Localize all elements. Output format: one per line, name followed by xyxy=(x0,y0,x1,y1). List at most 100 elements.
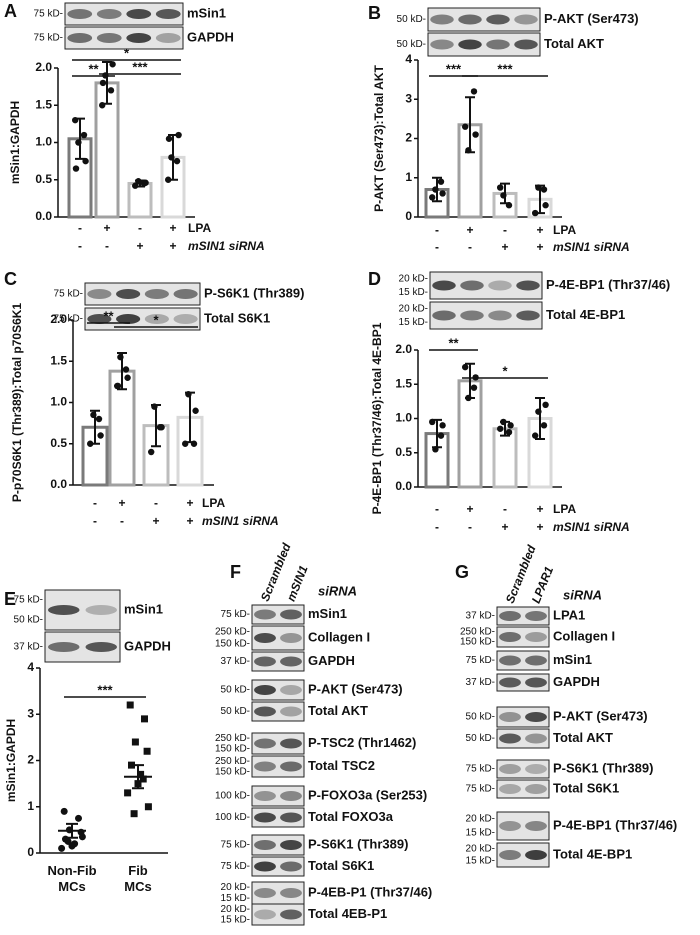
marker-label: 50 kD- xyxy=(397,39,426,50)
marker-label: 15 kD- xyxy=(399,287,428,298)
marker-label: 250 kD- xyxy=(460,627,495,638)
lane-label: mSIN1 xyxy=(284,563,311,603)
condition-level: - xyxy=(435,223,439,237)
y-tick-label: 0.5 xyxy=(395,445,412,459)
marker-label: 75 kD- xyxy=(466,655,495,666)
condition-name: LPA xyxy=(188,221,211,235)
blot-strip xyxy=(251,604,305,625)
blot-strip xyxy=(251,856,305,877)
condition-name: mSIN1 siRNA xyxy=(188,239,265,253)
blot-strip xyxy=(251,807,305,828)
blot-band xyxy=(525,733,547,744)
panel-letter: F xyxy=(230,562,241,582)
blot-band xyxy=(514,39,538,50)
data-point xyxy=(472,131,479,138)
blot-strip xyxy=(496,606,550,626)
significance-label: ** xyxy=(88,61,99,76)
condition-level: - xyxy=(120,514,124,528)
significance-label: *** xyxy=(446,61,462,76)
blot-band xyxy=(516,310,540,321)
significance-label: *** xyxy=(132,59,148,74)
blot-band xyxy=(87,314,112,324)
blot-strip xyxy=(496,673,550,692)
marker-label: 75 kD- xyxy=(34,9,63,20)
y-tick-label: 1.0 xyxy=(395,411,412,425)
panel-letter: E xyxy=(4,589,16,609)
blot-band xyxy=(525,611,547,621)
marker-label: 75 kD- xyxy=(466,784,495,795)
blot-strip xyxy=(496,626,550,648)
protein-label: P-4E-BP1 (Thr37/46) xyxy=(546,277,670,292)
condition-level: + xyxy=(501,240,508,254)
error-bar xyxy=(535,396,545,441)
condition-level: + xyxy=(169,221,176,235)
protein-label: mSin1 xyxy=(124,601,163,616)
blot-band xyxy=(516,280,540,291)
y-tick-label: 2.0 xyxy=(35,60,52,74)
marker-label: 100 kD- xyxy=(215,812,250,823)
blot-band xyxy=(499,712,521,722)
significance-label: *** xyxy=(97,682,113,697)
blot-band xyxy=(280,840,302,850)
error-bar xyxy=(132,764,144,790)
data-point xyxy=(141,715,148,723)
blot-band xyxy=(525,712,547,722)
condition-level: + xyxy=(152,514,159,528)
blot-strip xyxy=(429,301,543,330)
blot-background xyxy=(84,307,201,331)
y-tick-label: 2 xyxy=(405,131,412,145)
marker-label: 75 kD- xyxy=(54,314,83,325)
blot-band xyxy=(254,861,276,872)
marker-label: 100 kD- xyxy=(215,791,250,802)
condition-level: + xyxy=(536,223,543,237)
blot-band xyxy=(85,605,117,615)
data-point xyxy=(437,432,445,439)
data-point xyxy=(462,363,469,371)
blot-background xyxy=(251,903,305,926)
blot-band xyxy=(525,677,547,688)
significance-label: ** xyxy=(103,308,114,323)
blot-band xyxy=(280,791,302,801)
marker-label: 75 kD- xyxy=(34,33,63,44)
blot-background xyxy=(64,26,184,50)
blot-band xyxy=(488,310,512,321)
y-tick-label: 4 xyxy=(27,660,34,674)
marker-label: 20 kD- xyxy=(399,273,428,284)
protein-label: Total 4EB-P1 xyxy=(308,906,387,921)
blot-band xyxy=(254,656,276,667)
blot-band xyxy=(499,677,521,688)
marker-label: 75 kD- xyxy=(14,595,43,606)
blot-background xyxy=(251,755,305,778)
data-point xyxy=(137,770,145,778)
condition-name: mSIN1 siRNA xyxy=(553,520,630,534)
y-tick-label: 0.0 xyxy=(35,209,52,223)
data-point xyxy=(72,165,80,172)
y-tick-label: 1.5 xyxy=(35,97,52,111)
protein-label: Total FOXO3a xyxy=(308,809,394,824)
blot-band xyxy=(499,764,521,774)
blot-band xyxy=(48,642,80,652)
marker-label: 75 kD- xyxy=(54,289,83,300)
error-bar xyxy=(90,409,100,445)
blot-band xyxy=(280,761,302,772)
y-tick-label: 4 xyxy=(405,52,412,66)
blot-band xyxy=(499,733,521,744)
blot-band xyxy=(488,280,512,291)
blot-band xyxy=(67,9,93,19)
condition-name: LPA xyxy=(553,223,576,237)
data-point xyxy=(97,432,104,439)
protein-label: Total AKT xyxy=(544,36,604,51)
marker-label: 15 kD- xyxy=(221,914,250,925)
blot-band xyxy=(254,791,276,801)
blot-band xyxy=(254,888,276,898)
condition-level: + xyxy=(186,496,193,510)
data-point xyxy=(80,131,88,139)
blot-strip xyxy=(251,679,305,701)
error-bar xyxy=(465,96,475,154)
blot-band xyxy=(499,850,521,860)
blot-band xyxy=(280,633,302,643)
data-point xyxy=(99,79,107,87)
marker-label: 50 kD- xyxy=(466,712,495,723)
condition-level: + xyxy=(136,239,143,253)
panel-letter: A xyxy=(4,1,17,21)
